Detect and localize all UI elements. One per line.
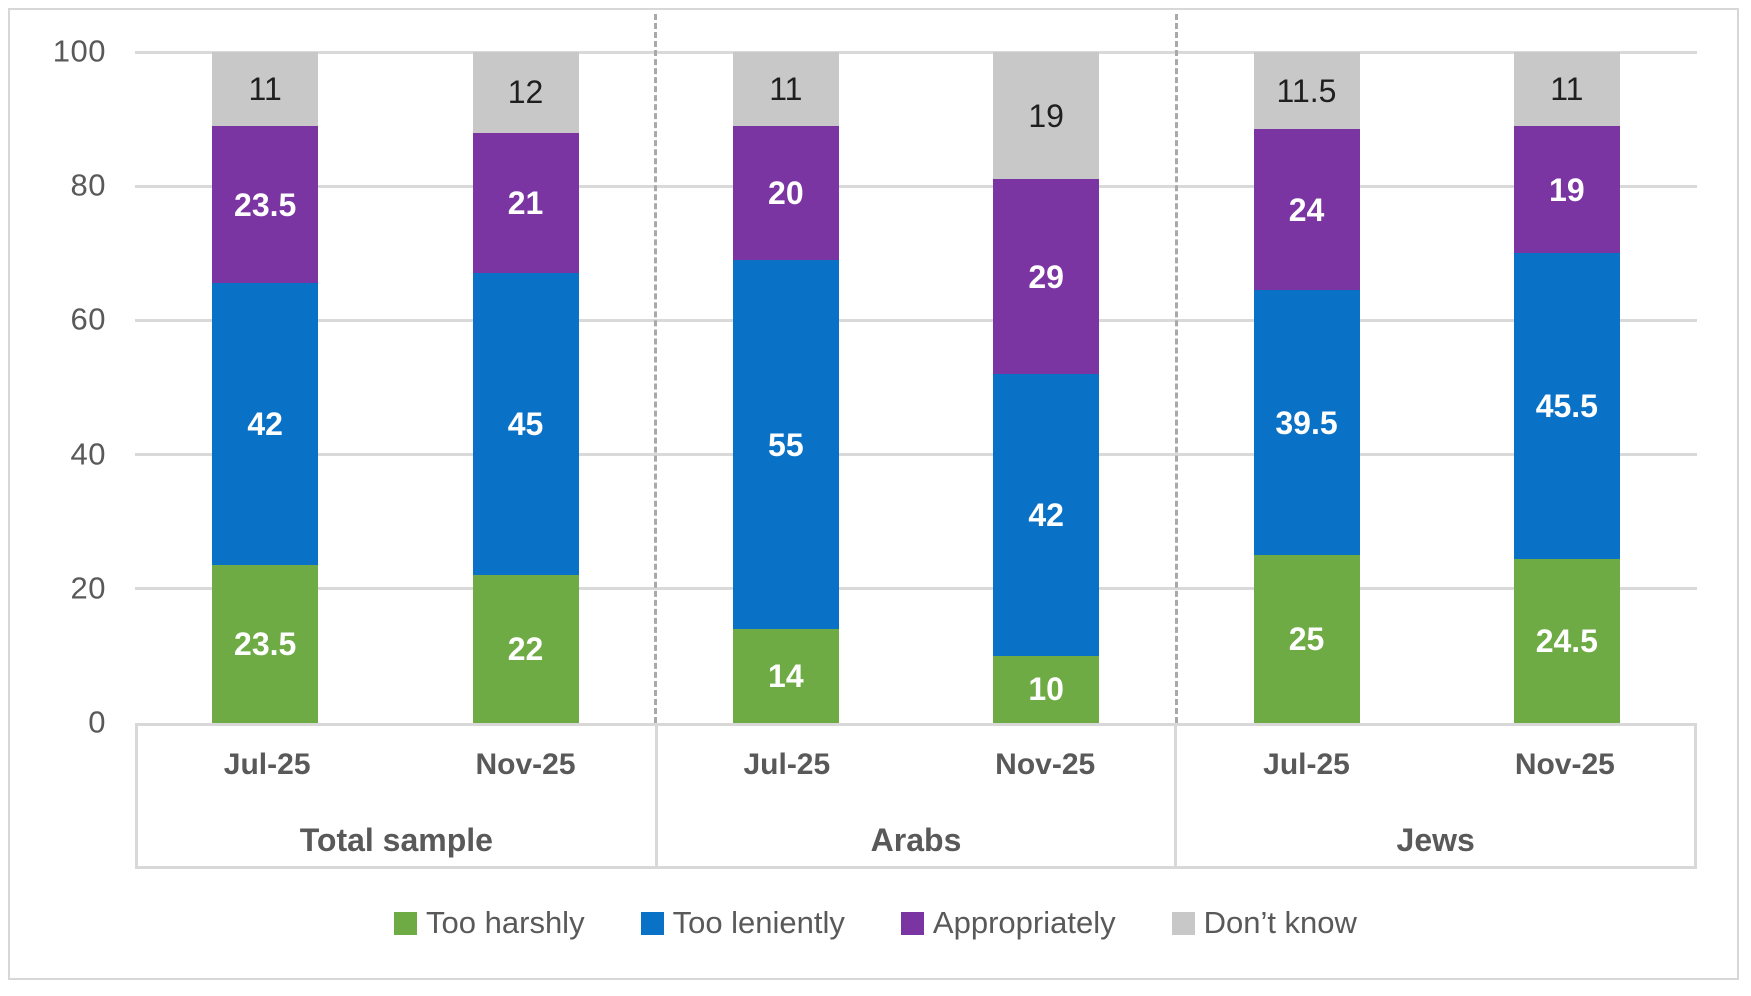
bar-segment-too-harshly: 23.5 (212, 565, 319, 723)
axis-group-cell-jews: Jul-25 Nov-25 Jews (1174, 726, 1694, 866)
data-label: 45.5 (1535, 387, 1598, 424)
bar-segment-appropriately: 29 (993, 179, 1100, 375)
bar-segment-too-harshly: 22 (472, 575, 579, 723)
bar-segment-too-leniently: 45.5 (1513, 253, 1620, 559)
legend-label: Don’t know (1203, 905, 1357, 940)
data-label: 55 (768, 426, 804, 463)
data-label: 22 (507, 631, 544, 668)
bar-segment-too-leniently: 42 (212, 283, 319, 566)
bar-segment-don-t-know: 11.5 (1253, 52, 1360, 130)
legend-swatch-icon (900, 911, 924, 935)
y-tick-label-20: 20 (70, 570, 106, 606)
gridline-100 (135, 50, 1697, 54)
bar-segment-don-t-know: 11 (732, 52, 839, 126)
bar-segment-too-harshly: 14 (732, 629, 839, 723)
data-label: 21 (507, 184, 544, 221)
legend-label: Appropriately (932, 905, 1116, 940)
stacked-bar-arabs-jul-25: 14 55 20 11 (732, 0, 839, 723)
bar-segment-appropriately: 20 (732, 125, 839, 260)
legend: Too harshly Too leniently Appropriately Don… (0, 897, 1751, 949)
gridline-60 (135, 318, 1697, 322)
group-label: Jews (1396, 822, 1475, 858)
data-label: 20 (768, 174, 804, 211)
group-label: Total sample (299, 822, 493, 858)
bar-segment-too-harshly: 25 (1253, 555, 1360, 723)
data-label: 11 (769, 70, 803, 107)
y-tick-label-0: 0 (88, 704, 106, 740)
stacked-bar-total-sample-nov-25: 22 45 21 12 (472, 0, 579, 723)
data-label: 12 (507, 74, 544, 111)
y-tick-label-100: 100 (52, 33, 106, 69)
legend-item-don-t-know: Don’t know (1171, 905, 1357, 941)
x-axis-label: Jul-25 (743, 748, 831, 781)
bar-segment-don-t-know: 19 (993, 52, 1100, 180)
data-label: 11.5 (1276, 72, 1337, 109)
stacked-bar-arabs-nov-25: 10 42 29 19 (993, 0, 1100, 723)
x-axis-label: Jul-25 (1263, 748, 1350, 781)
gridline-40 (135, 453, 1697, 457)
data-label: 24.5 (1535, 622, 1598, 659)
axis-group-cell-total-sample: Jul-25 Nov-25 Total sample (138, 726, 655, 866)
bar-segment-too-leniently: 39.5 (1253, 290, 1360, 556)
bar-segment-don-t-know: 12 (472, 52, 579, 133)
bar-segment-appropriately: 21 (472, 132, 579, 274)
legend-swatch-icon (640, 911, 664, 935)
legend-label: Too harshly (426, 905, 585, 940)
data-label: 14 (768, 658, 804, 695)
group-separator-dashed-line (654, 14, 658, 723)
legend-item-appropriately: Appropriately (900, 905, 1116, 941)
legend-swatch-icon (394, 911, 418, 935)
data-label: 10 (1028, 671, 1064, 708)
bar-segment-appropriately: 24 (1253, 129, 1360, 291)
bar-segment-too-harshly: 24.5 (1513, 558, 1620, 723)
data-label: 39.5 (1275, 404, 1338, 441)
y-tick-label-40: 40 (70, 435, 106, 471)
group-separator-dashed-line (1174, 14, 1178, 723)
data-label: 42 (1028, 496, 1064, 533)
data-label: 11 (248, 70, 282, 107)
data-label: 45 (507, 406, 544, 443)
stacked-bar-jews-jul-25: 25 39.5 24 11.5 (1253, 0, 1360, 723)
bar-segment-don-t-know: 11 (212, 52, 319, 126)
x-axis-label: Nov-25 (1514, 748, 1615, 781)
data-label: 42 (247, 406, 283, 443)
legend-swatch-icon (1171, 911, 1195, 935)
data-label: 11 (1550, 70, 1584, 107)
bar-segment-appropriately: 19 (1513, 125, 1620, 254)
bar-segment-too-harshly: 10 (993, 655, 1100, 723)
data-label: 19 (1028, 97, 1064, 134)
gridline-20 (135, 587, 1697, 591)
data-label: 23.5 (234, 626, 297, 663)
group-label: Arabs (870, 822, 962, 858)
x-axis-label: Jul-25 (223, 748, 311, 781)
bar-segment-too-leniently: 45 (472, 273, 579, 576)
y-tick-label-80: 80 (70, 167, 106, 203)
data-label: 19 (1549, 171, 1585, 208)
bar-segment-appropriately: 23.5 (212, 125, 319, 284)
stacked-bar-total-sample-jul-25: 23.5 42 23.5 11 (212, 0, 319, 723)
x-axis-label: Nov-25 (475, 748, 576, 781)
legend-item-too-leniently: Too leniently (640, 905, 845, 941)
bar-segment-too-leniently: 42 (993, 374, 1100, 656)
gridline-80 (135, 184, 1697, 188)
y-tick-label-60: 60 (70, 301, 106, 337)
legend-item-too-harshly: Too harshly (394, 905, 585, 941)
bar-segment-don-t-know: 11 (1513, 52, 1620, 126)
chart-frame-border (8, 8, 1739, 980)
category-axis-table: Jul-25 Nov-25 Total sample Jul-25 Nov-25 Arab… (135, 723, 1697, 869)
data-label: 29 (1028, 258, 1064, 295)
bar-segment-too-leniently: 55 (732, 260, 839, 630)
data-label: 25 (1288, 621, 1325, 658)
stacked-bar-jews-nov-25: 24.5 45.5 19 11 (1513, 0, 1620, 723)
x-axis-label: Nov-25 (995, 748, 1096, 781)
legend-label: Too leniently (672, 905, 845, 940)
axis-group-cell-arabs: Jul-25 Nov-25 Arabs (654, 726, 1175, 866)
data-label: 24 (1288, 191, 1325, 228)
data-label: 23.5 (234, 186, 297, 223)
